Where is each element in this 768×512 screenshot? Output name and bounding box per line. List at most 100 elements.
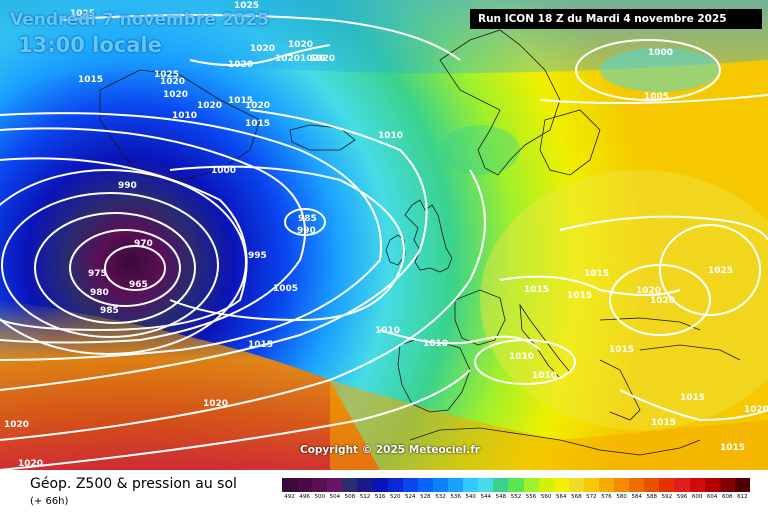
- isobar-label: 1010: [172, 111, 197, 121]
- isobars: [0, 14, 768, 470]
- scandinavia: [439, 29, 561, 176]
- isobar-label: 1010: [509, 352, 534, 362]
- legend-value-label: 536: [450, 494, 461, 500]
- product-title: Géop. Z500 & pression au sol: [30, 476, 237, 492]
- legend-value-label: 568: [571, 494, 582, 500]
- turkey-coast: [639, 344, 741, 361]
- isobar-label: 1020: [650, 296, 675, 306]
- legend-value-label: 500: [314, 494, 325, 500]
- isobar-label: 1020: [636, 286, 661, 296]
- coastlines: [99, 29, 741, 456]
- isobar-label: 1025: [70, 9, 95, 19]
- run-info-banner: Run ICON 18 Z du Mardi 4 novembre 2025: [470, 9, 762, 29]
- isobar-label: 1015: [78, 75, 103, 85]
- isobar-1000: [0, 112, 382, 361]
- isobar-1025-north: [59, 14, 461, 61]
- great-britain: [404, 199, 453, 273]
- ireland: [385, 234, 406, 266]
- isobar-1000-scandi: [575, 39, 721, 101]
- legend-swatch: [478, 478, 494, 492]
- legend-swatch: [342, 478, 358, 492]
- legend-value-label: 600: [691, 494, 703, 500]
- isobar-label: 1025: [234, 1, 259, 11]
- legend-value-label: 612: [737, 494, 748, 500]
- north-africa-coast: [409, 427, 701, 456]
- legend-value-label: 560: [540, 494, 552, 500]
- isobar-970: [69, 229, 181, 307]
- isobar-label: 1015: [720, 443, 745, 453]
- legend-value-label: 496: [299, 494, 310, 500]
- legend-swatch: [644, 478, 660, 492]
- legend-value-label: 504: [329, 494, 341, 500]
- legend-swatch: [583, 478, 599, 492]
- map-canvas: 1025 1025 1020 1020 1020 1020 1020 1020 …: [0, 0, 768, 470]
- legend-value-label: 528: [420, 494, 431, 500]
- scandinavia-field: [600, 48, 720, 92]
- legend-value-label: 516: [374, 494, 386, 500]
- legend-swatch: [282, 478, 298, 492]
- legend-value-label: 592: [661, 494, 673, 500]
- legend-swatch: [719, 478, 735, 492]
- legend-swatch: [357, 478, 373, 492]
- valid-date: Vendredi 7 novembre 2025: [10, 10, 270, 30]
- isobar-label: 1020: [18, 459, 43, 469]
- isobar-label: 970: [134, 239, 153, 249]
- isobar-label: 1020: [4, 420, 29, 430]
- isobar-label: 1020: [163, 90, 188, 100]
- isobar-1015-north: [559, 215, 768, 241]
- isobar-1015: [0, 169, 486, 441]
- isobar-label: 1020: [160, 77, 185, 87]
- legend-value-label: 544: [480, 494, 492, 500]
- isobar-label: 1000: [211, 166, 236, 176]
- isobar-1025-east: [659, 224, 761, 316]
- legend-value-label: 548: [495, 494, 507, 500]
- legend-value-label: 608: [722, 494, 733, 500]
- isobar-label: 1025: [154, 70, 179, 80]
- warm-south-field: [330, 380, 768, 470]
- green-ridge-field: [440, 125, 520, 175]
- isobar-label: 1020: [744, 405, 768, 415]
- legend-swatch: [508, 478, 524, 492]
- legend-swatch: [327, 478, 343, 492]
- isobar-label: 1015: [584, 269, 609, 279]
- high-europe-field: [480, 170, 768, 430]
- legend-value-label: 508: [344, 494, 356, 500]
- legend-swatch: [734, 478, 750, 492]
- isobar-label: 1025: [708, 266, 733, 276]
- isobar-label: 1020: [245, 101, 270, 111]
- isobar-label: 990: [118, 181, 137, 191]
- isobar-label: 1015: [609, 345, 634, 355]
- legend-swatch: [674, 478, 690, 492]
- isobar-1020: [0, 369, 471, 470]
- isobar-label: 1020: [250, 44, 275, 54]
- legend-swatch: [553, 478, 569, 492]
- isobar-label: 975: [88, 269, 107, 279]
- legend-value-label: 524: [405, 494, 416, 500]
- color-legend: 492 496 500 504 508 512 516 520 524 528 532 536 540 5…: [282, 478, 750, 508]
- isobar-label: 1010: [378, 131, 403, 141]
- weather-map: 1025 1025 1020 1020 1020 1020 1020 1020 …: [0, 0, 768, 470]
- isobar-label: 965: [129, 280, 148, 290]
- legend-swatch: [312, 478, 328, 492]
- legend-value-label: 520: [389, 494, 401, 500]
- isobar-label: 1015: [228, 96, 253, 106]
- isobar-label: 1000: [648, 48, 673, 58]
- baltic-coast: [539, 109, 601, 176]
- legend-value-labels: 492 496 500 504 508 512 516 520 524 528 532 536 540 5…: [282, 494, 750, 500]
- iceland: [289, 124, 356, 151]
- isobar-1020-north: [189, 44, 331, 66]
- isobar-990: [0, 157, 248, 332]
- isobar-label: 990: [297, 226, 316, 236]
- isobar-label: 1005: [644, 92, 669, 102]
- legend-swatch: [493, 478, 509, 492]
- isobar-label: 1010: [423, 339, 448, 349]
- isobar-label: 1020: [275, 54, 300, 64]
- legend-value-label: 596: [676, 494, 688, 500]
- isobar-980: [1, 192, 219, 338]
- isobar-label: 1015: [680, 393, 705, 403]
- isobar-label: 1015: [245, 119, 270, 129]
- legend-swatch: [659, 478, 675, 492]
- legend-value-label: 564: [555, 494, 567, 500]
- legend-swatch: [372, 478, 388, 492]
- legend-swatch: [704, 478, 720, 492]
